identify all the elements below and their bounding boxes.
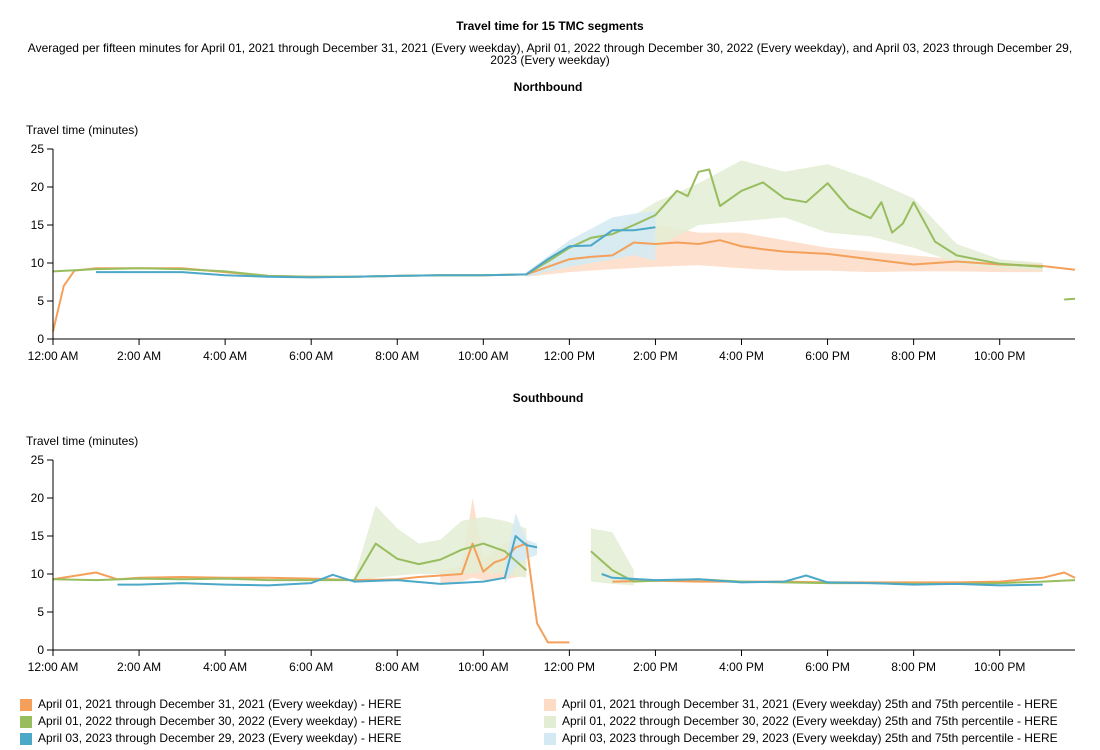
y-tick-label: 20 bbox=[31, 180, 45, 194]
x-tick-label: 4:00 AM bbox=[203, 660, 247, 674]
panel-title: Northbound bbox=[514, 80, 583, 94]
x-tick-label: 6:00 PM bbox=[805, 660, 850, 674]
charts-canvas: Northbound Travel time (minutes) 0 5 10 15 20 2… bbox=[26, 80, 1076, 674]
x-tick-label: 12:00 AM bbox=[28, 660, 79, 674]
x-tick-label: 10:00 AM bbox=[458, 349, 509, 363]
chart-subtitle: Averaged per fifteen minutes for April 0… bbox=[27, 41, 1073, 67]
series-line-s2021 bbox=[52, 542, 570, 644]
legend-left: April 01, 2021 through December 31, 2021… bbox=[20, 696, 402, 747]
legend-right: April 01, 2021 through December 31, 2021… bbox=[544, 696, 1058, 747]
panel-title: Southbound bbox=[513, 391, 584, 405]
y-tick-label: 0 bbox=[37, 332, 44, 346]
legend-label: April 01, 2021 through December 31, 2021… bbox=[38, 697, 402, 711]
x-tick-label: 6:00 PM bbox=[805, 349, 850, 363]
x-tick-label: 8:00 AM bbox=[375, 349, 419, 363]
legend-item-2021-percentile[interactable]: April 01, 2021 through December 31, 2021… bbox=[544, 696, 1058, 713]
legend-label: April 03, 2023 through December 29, 2023… bbox=[38, 731, 402, 745]
chart-title: Travel time for 15 TMC segments bbox=[456, 19, 644, 33]
series-line-s2022 bbox=[590, 550, 1076, 585]
y-tick-label: 5 bbox=[37, 294, 44, 308]
x-tick-label: 2:00 AM bbox=[117, 660, 161, 674]
legend-item-2023[interactable]: April 03, 2023 through December 29, 2023… bbox=[20, 730, 402, 747]
y-tick-label: 20 bbox=[31, 491, 45, 505]
y-axis-label: Travel time (minutes) bbox=[26, 123, 138, 137]
x-tick-label: 4:00 PM bbox=[719, 349, 764, 363]
legend-item-2022[interactable]: April 01, 2022 through December 30, 2022… bbox=[20, 713, 402, 730]
x-tick-label: 2:00 AM bbox=[117, 349, 161, 363]
legend-swatch bbox=[20, 698, 32, 711]
legend-swatch bbox=[20, 732, 32, 745]
y-tick-label: 15 bbox=[31, 529, 45, 543]
x-tick-label: 2:00 PM bbox=[633, 349, 678, 363]
y-tick-label: 10 bbox=[31, 256, 45, 270]
x-tick-label: 2:00 PM bbox=[633, 660, 678, 674]
percentile-band-b2022 bbox=[590, 528, 634, 586]
x-tick-label: 6:00 AM bbox=[289, 349, 333, 363]
legend-swatch bbox=[544, 715, 556, 728]
x-tick-label: 4:00 AM bbox=[203, 349, 247, 363]
percentile-band-b2023 bbox=[504, 513, 538, 584]
series-line-s2022 bbox=[1064, 297, 1076, 301]
x-tick-label: 10:00 PM bbox=[974, 660, 1025, 674]
series-line-s2022 bbox=[52, 542, 527, 582]
legend-label: April 01, 2022 through December 30, 2022… bbox=[38, 714, 402, 728]
x-tick-label: 4:00 PM bbox=[719, 660, 764, 674]
y-tick-label: 15 bbox=[31, 218, 45, 232]
legend-label: April 03, 2023 through December 29, 2023… bbox=[562, 731, 1058, 745]
y-tick-label: 25 bbox=[31, 142, 45, 156]
percentile-band-b2023 bbox=[526, 211, 656, 277]
x-tick-label: 12:00 AM bbox=[28, 349, 79, 363]
legend-item-2021[interactable]: April 01, 2021 through December 31, 2021… bbox=[20, 696, 402, 713]
series-line-s2023 bbox=[117, 535, 538, 587]
x-tick-label: 8:00 PM bbox=[891, 349, 936, 363]
legend-swatch bbox=[20, 715, 32, 728]
x-tick-label: 8:00 PM bbox=[891, 660, 936, 674]
x-tick-label: 12:00 PM bbox=[544, 349, 595, 363]
y-tick-label: 5 bbox=[37, 605, 44, 619]
y-tick-label: 0 bbox=[37, 643, 44, 657]
legend-item-2023-percentile[interactable]: April 03, 2023 through December 29, 2023… bbox=[544, 730, 1058, 747]
series-line-s2023 bbox=[601, 573, 1043, 587]
legend-label: April 01, 2022 through December 30, 2022… bbox=[562, 714, 1058, 728]
x-tick-label: 10:00 AM bbox=[458, 660, 509, 674]
x-tick-label: 10:00 PM bbox=[974, 349, 1025, 363]
series-line-s2021 bbox=[612, 571, 1076, 584]
x-tick-label: 8:00 AM bbox=[375, 660, 419, 674]
x-tick-label: 12:00 PM bbox=[544, 660, 595, 674]
y-axis-label: Travel time (minutes) bbox=[26, 434, 138, 448]
legend-item-2022-percentile[interactable]: April 01, 2022 through December 30, 2022… bbox=[544, 713, 1058, 730]
legend-label: April 01, 2021 through December 31, 2021… bbox=[562, 697, 1058, 711]
legend-swatch bbox=[544, 732, 556, 745]
percentile-band-b2022 bbox=[354, 505, 527, 584]
series-line-s2023 bbox=[96, 226, 656, 279]
y-tick-label: 10 bbox=[31, 567, 45, 581]
legend-swatch bbox=[544, 698, 556, 711]
x-tick-label: 6:00 AM bbox=[289, 660, 333, 674]
y-tick-label: 25 bbox=[31, 453, 45, 467]
